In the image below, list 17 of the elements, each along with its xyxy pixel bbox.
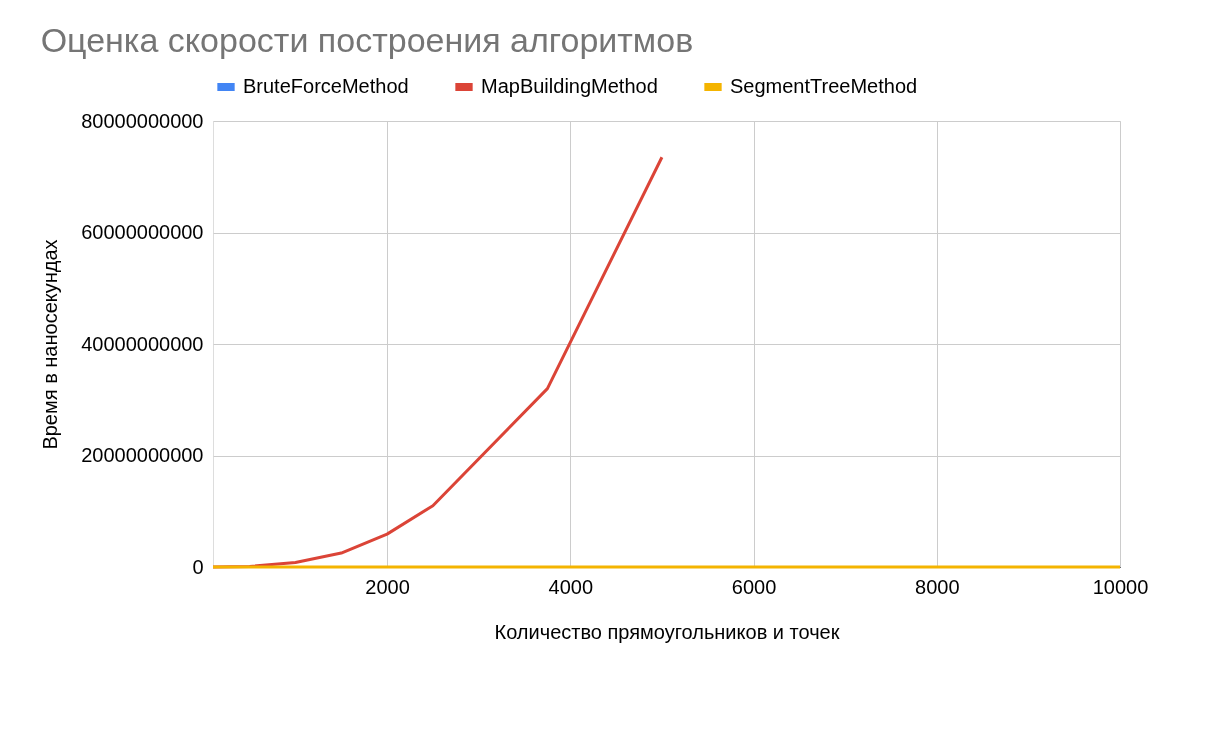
x-tick-label: 2000 xyxy=(365,575,410,598)
line-series xyxy=(211,155,664,569)
legend-label: MapBuildingMethod xyxy=(481,75,658,97)
x-tick-label: 10000 xyxy=(1092,575,1149,598)
x-tick-label: 4000 xyxy=(548,575,594,598)
y-tick-label: 60000000000 xyxy=(81,221,204,243)
y-tick-label: 20000000000 xyxy=(81,444,204,466)
legend-label: BruteForceMethod xyxy=(243,75,409,97)
x-tick-label: 6000 xyxy=(731,575,777,598)
legend-label: SegmentTreeMethod xyxy=(730,75,918,97)
chart-title: Оценка скорости построения алгоритмов xyxy=(40,21,694,59)
y-tick-label: 0 xyxy=(192,555,204,578)
x-axis-title: Количество прямоугольников и точек xyxy=(494,620,840,643)
x-tick-label: 8000 xyxy=(915,575,960,598)
y-tick-label: 80000000000 xyxy=(81,109,204,132)
y-tick-label: 40000000000 xyxy=(81,332,204,355)
y-axis-title: Время в наносекундах xyxy=(39,239,62,450)
